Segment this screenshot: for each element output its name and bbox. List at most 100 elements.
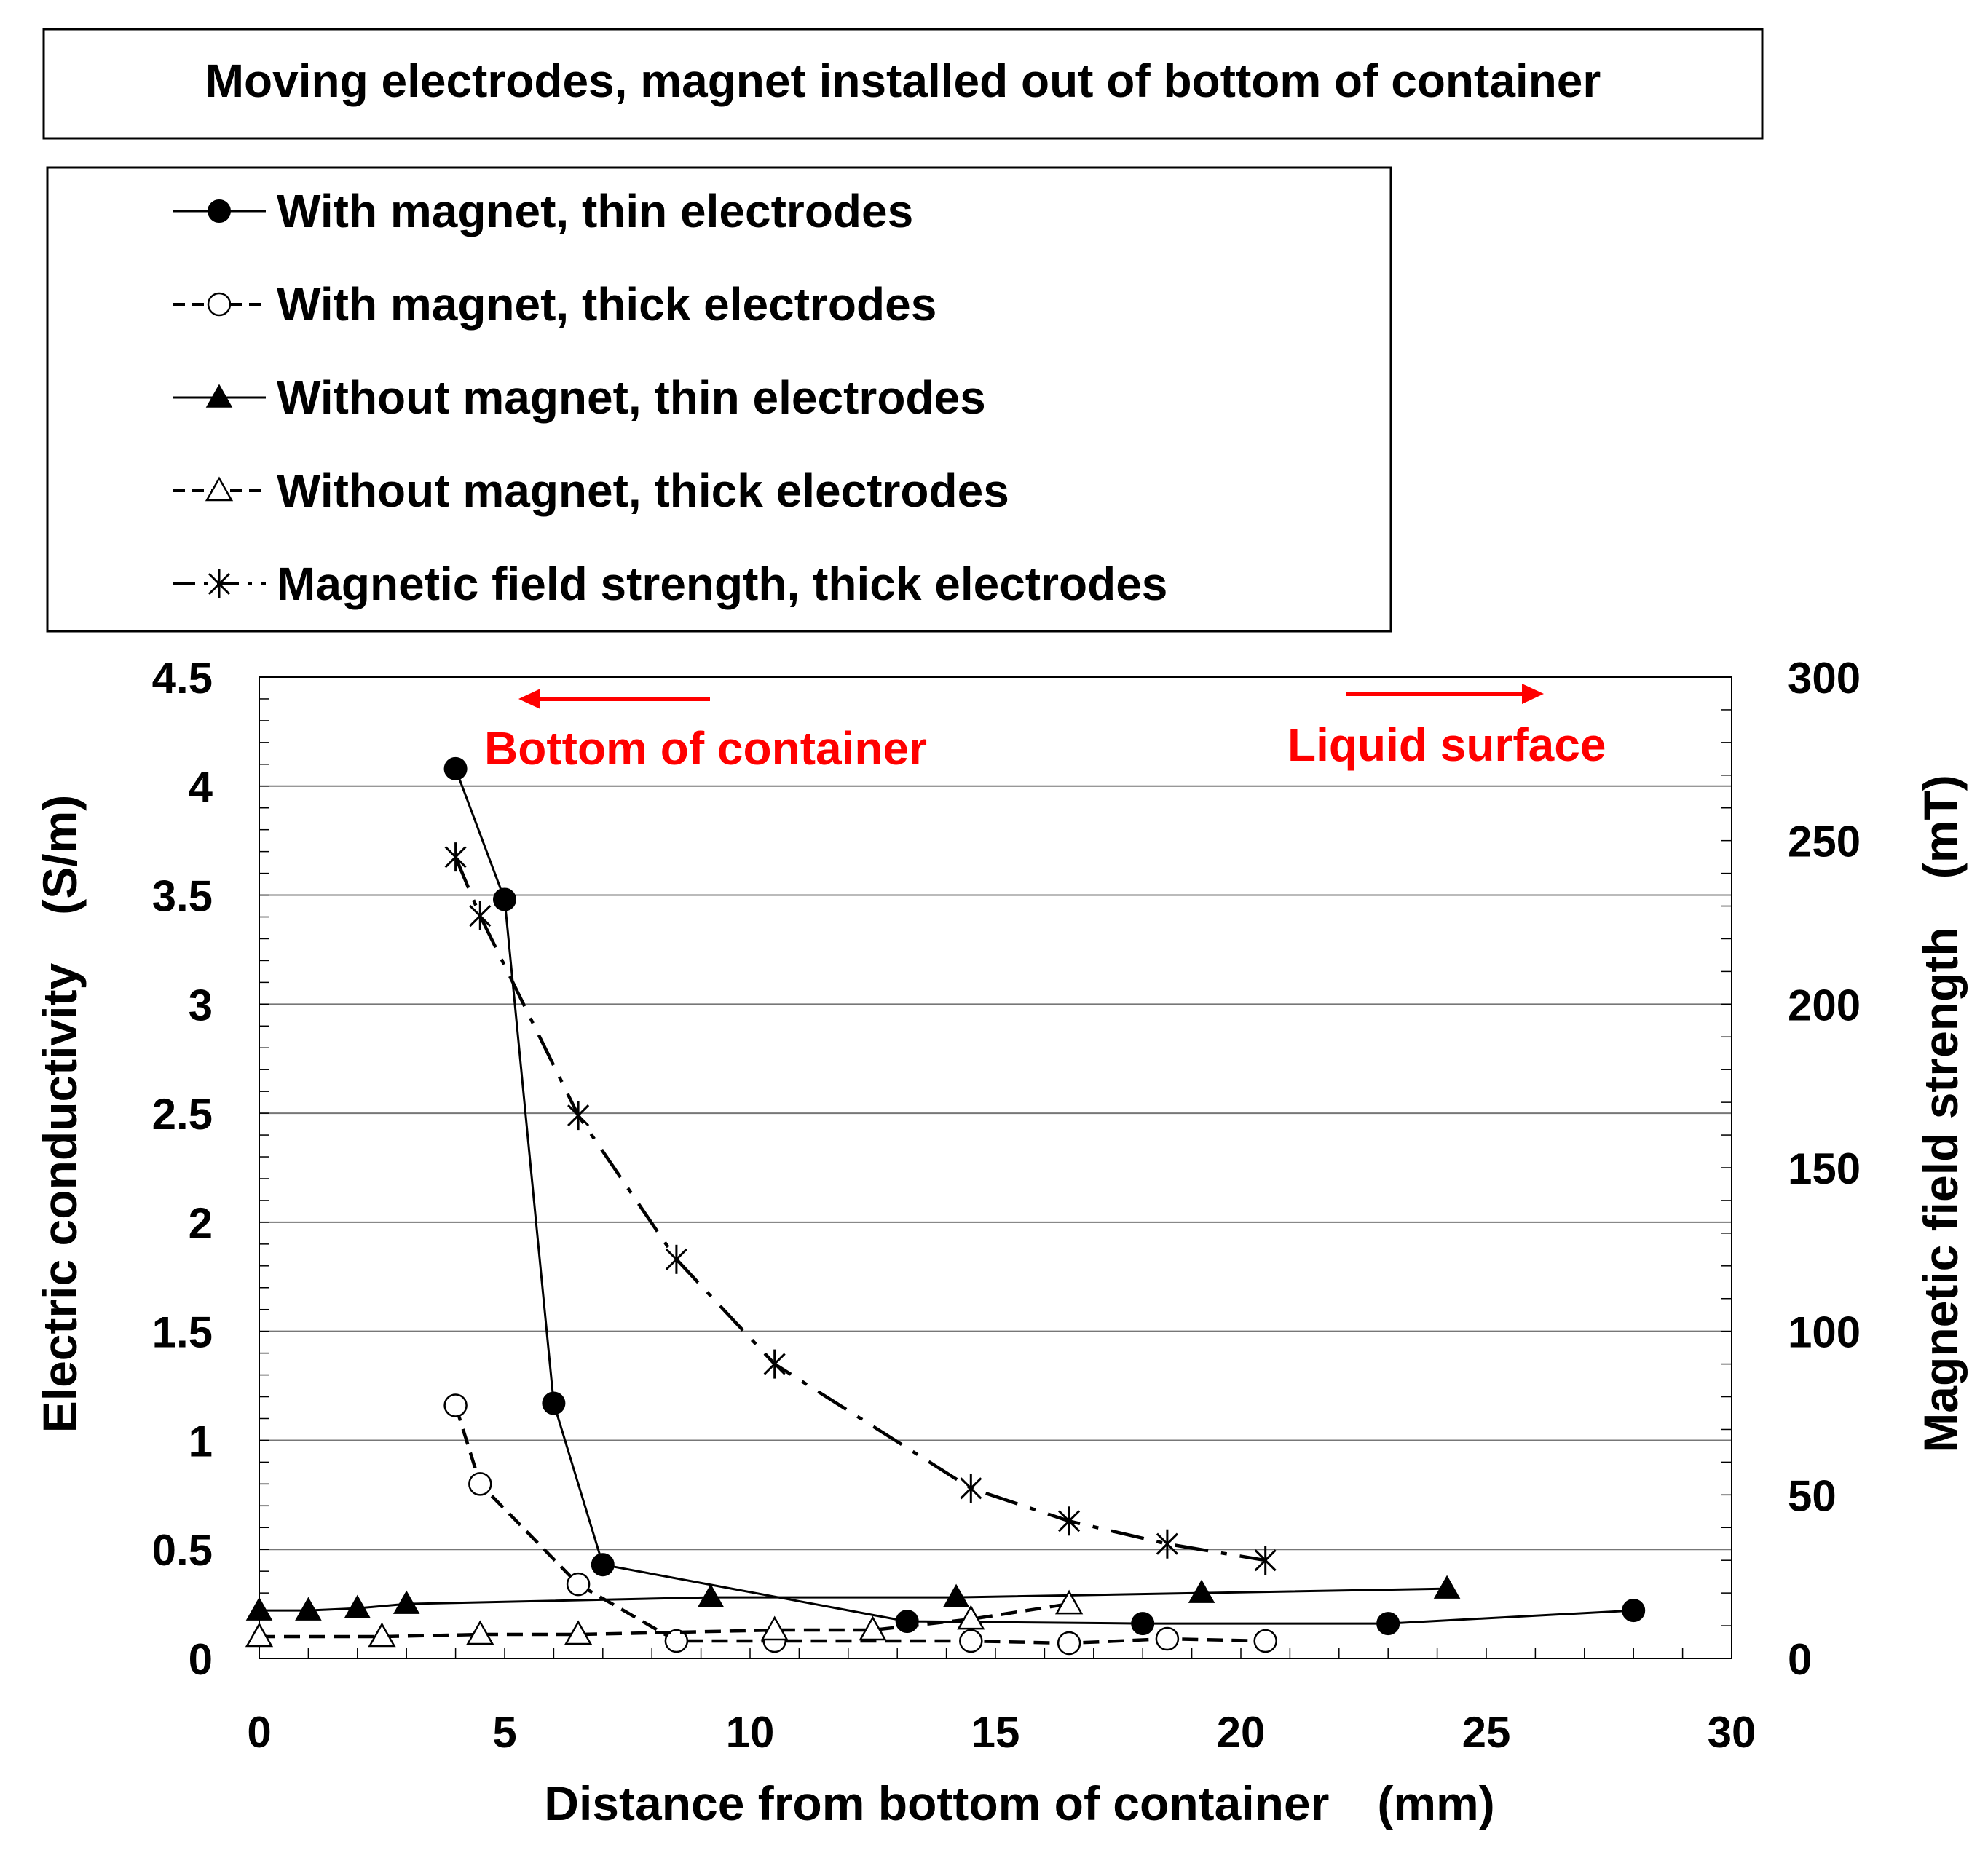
y-tick-label: 3.5 xyxy=(152,872,213,921)
legend-swatch-marker xyxy=(205,384,233,408)
data-point xyxy=(1188,1579,1215,1603)
legend-label: With magnet, thick electrodes xyxy=(277,278,936,331)
marker-shape xyxy=(1188,1579,1215,1603)
plot-area xyxy=(259,676,1732,1659)
marker-shape xyxy=(664,1629,689,1653)
y2-tick-label: 250 xyxy=(1788,818,1861,866)
y-tick-label: 2 xyxy=(189,1199,213,1248)
marker-shape xyxy=(205,476,234,502)
marker-shape xyxy=(859,1615,887,1641)
data-point xyxy=(468,1472,492,1496)
data-point xyxy=(393,1590,420,1614)
x-tick-label: 30 xyxy=(1708,1708,1756,1757)
title-box: Moving electrodes, magnet installed out … xyxy=(42,28,1764,140)
legend-swatch-marker xyxy=(208,569,231,598)
legend-swatch-marker xyxy=(205,476,234,502)
y-tick-label: 3 xyxy=(189,981,213,1029)
data-point xyxy=(344,1594,371,1618)
series-line xyxy=(454,856,1266,1562)
data-point xyxy=(1622,1599,1646,1623)
data-point xyxy=(1376,1612,1400,1636)
marker-shape xyxy=(493,887,516,911)
data-point xyxy=(1155,1626,1180,1651)
x-tick-label: 20 xyxy=(1217,1708,1266,1757)
marker-shape xyxy=(207,292,232,317)
data-point xyxy=(1057,1631,1081,1656)
x-axis-label: Distance from bottom of container (mm) xyxy=(544,1776,1494,1830)
marker-shape xyxy=(942,1583,970,1607)
marker-shape xyxy=(1376,1612,1400,1636)
legend-label: With magnet, thin electrodes xyxy=(277,185,913,237)
data-point xyxy=(1156,1529,1178,1559)
data-point xyxy=(444,842,467,872)
legend-label: Magnetic field strength, thick electrode… xyxy=(277,558,1167,610)
data-point xyxy=(1058,1506,1081,1536)
data-point xyxy=(466,1620,494,1645)
data-point xyxy=(895,1610,919,1634)
data-point xyxy=(469,901,492,931)
legend-item-1: With magnet, thin electrodes xyxy=(173,185,913,237)
y-tick-label: 0.5 xyxy=(152,1526,213,1575)
data-point xyxy=(957,1605,985,1630)
x-tick-label: 25 xyxy=(1462,1708,1511,1757)
y-tick-label: 2.5 xyxy=(152,1090,213,1139)
marker-shape xyxy=(1057,1631,1081,1656)
data-point xyxy=(443,1393,468,1417)
marker-shape xyxy=(957,1605,985,1630)
marker-shape xyxy=(393,1590,420,1614)
marker-shape xyxy=(1622,1599,1646,1623)
series-line xyxy=(454,768,1634,1625)
marker-shape xyxy=(344,1594,371,1618)
data-point xyxy=(1131,1612,1155,1636)
marker-stroke xyxy=(1156,1532,1178,1555)
x-tick-label: 0 xyxy=(247,1708,271,1757)
legend-item-4: Without magnet, thick electrodes xyxy=(173,464,1009,517)
marker-shape xyxy=(591,1553,615,1577)
marker-shape xyxy=(566,1572,591,1597)
marker-shape xyxy=(468,1472,492,1496)
marker-shape xyxy=(443,1393,468,1417)
y2-axis-ticks: 0 50 100 150 200 250 300 xyxy=(1788,654,1861,1684)
chart-title: Moving electrodes, magnet installed out … xyxy=(205,55,1601,107)
marker-stroke xyxy=(665,1248,687,1270)
arrow-right-head xyxy=(1522,684,1544,704)
annotation-surface: Liquid surface xyxy=(1287,684,1606,771)
x-tick-label: 5 xyxy=(492,1708,516,1757)
y2-tick-label: 100 xyxy=(1788,1308,1861,1357)
legend-label: Without magnet, thick electrodes xyxy=(277,464,1009,517)
marker-shape xyxy=(564,1620,593,1645)
marker-shape xyxy=(895,1610,919,1634)
marker-stroke xyxy=(208,572,231,596)
annotation-surface-label: Liquid surface xyxy=(1287,719,1606,771)
data-point xyxy=(566,1572,591,1597)
data-point xyxy=(1054,1589,1084,1615)
marker-shape xyxy=(1155,1626,1180,1651)
marker-shape xyxy=(245,1597,273,1621)
marker-shape xyxy=(443,756,468,780)
marker-shape xyxy=(697,1583,725,1607)
marker-stroke xyxy=(444,846,467,869)
marker-shape xyxy=(1054,1589,1084,1615)
marker-stroke xyxy=(567,1104,590,1127)
legend-label: Without magnet, thin electrodes xyxy=(277,371,986,424)
y2-tick-label: 0 xyxy=(1788,1635,1812,1684)
legend-item-5: Magnetic field strength, thick electrode… xyxy=(173,558,1167,610)
marker-stroke xyxy=(1058,1510,1081,1532)
data-point xyxy=(245,1622,274,1648)
data-point xyxy=(760,1615,789,1641)
annotation-bottom: Bottom of container xyxy=(484,689,927,775)
legend-frame xyxy=(46,166,1392,633)
marker-shape xyxy=(208,199,231,223)
data-point xyxy=(443,756,468,780)
marker-shape xyxy=(466,1620,494,1645)
marker-shape xyxy=(1433,1575,1461,1599)
y2-tick-label: 200 xyxy=(1788,981,1861,1029)
y-tick-label: 1 xyxy=(189,1417,213,1466)
series-2 xyxy=(443,1393,1277,1656)
series-layer xyxy=(245,756,1646,1656)
data-point xyxy=(665,1244,687,1274)
y2-axis-label: Magnetic field strength (mT) xyxy=(1914,775,1968,1452)
plot-grid xyxy=(259,785,1732,1551)
arrow-left-head xyxy=(518,689,540,709)
